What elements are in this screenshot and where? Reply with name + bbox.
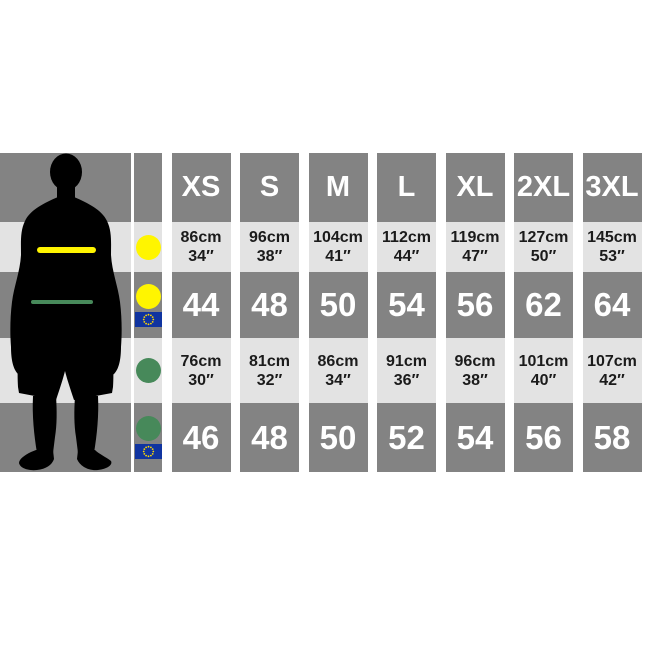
waist-measurement-cell: 76cm 30″ bbox=[171, 338, 231, 403]
chest-measurement-cell: 145cm 53″ bbox=[582, 222, 642, 272]
size-column-header-xs: XS bbox=[171, 153, 231, 222]
waist-row-indicator bbox=[134, 338, 162, 403]
yellow-circle-icon bbox=[135, 234, 161, 260]
size-column-header-xl: XL bbox=[445, 153, 505, 222]
measurement-inch: 38″ bbox=[462, 371, 488, 389]
measurement-inch: 50″ bbox=[530, 248, 557, 265]
chest-eu-size-cell: 44 bbox=[171, 272, 231, 338]
eu-flag-icon bbox=[134, 444, 162, 459]
eu-flag-icon bbox=[134, 311, 162, 327]
measurement-inch: 32″ bbox=[256, 371, 283, 389]
waist-eu-size-cell: 48 bbox=[240, 403, 299, 472]
waist-eu-size-cell: 54 bbox=[445, 403, 505, 472]
waist-eu-size-cell: 52 bbox=[377, 403, 436, 472]
measurement-inch: 34″ bbox=[325, 371, 351, 389]
chest-measurement-cell: 96cm 38″ bbox=[240, 222, 299, 272]
chest-measurement-cell: 104cm 41″ bbox=[308, 222, 368, 272]
size-column-header-l: L bbox=[377, 153, 436, 222]
waist-measurement-cell: 81cm 32″ bbox=[240, 338, 299, 403]
measurement-cm: 86cm bbox=[180, 229, 222, 246]
measurement-cm: 101cm bbox=[518, 352, 569, 370]
measurement-cm: 86cm bbox=[317, 352, 359, 370]
chest-eu-size-cell: 48 bbox=[240, 272, 299, 338]
chest-measurement-cell: 119cm 47″ bbox=[445, 222, 505, 272]
chest-row-indicator bbox=[134, 222, 162, 272]
waist-measurement-cell: 91cm 36″ bbox=[377, 338, 436, 403]
chest-eu-size-cell: 56 bbox=[445, 272, 505, 338]
green-circle-icon bbox=[135, 358, 161, 383]
chest-measure-line bbox=[37, 247, 96, 253]
waist-measurement-cell: 86cm 34″ bbox=[308, 338, 368, 403]
chest-measurement-cell: 86cm 34″ bbox=[171, 222, 231, 272]
measurement-inch: 42″ bbox=[599, 371, 625, 389]
size-column-header-m: M bbox=[308, 153, 368, 222]
measurement-inch: 41″ bbox=[325, 248, 351, 265]
measurement-inch: 44″ bbox=[393, 248, 420, 265]
chest-eu-size-cell: 64 bbox=[582, 272, 642, 338]
green-circle-icon bbox=[135, 416, 161, 441]
waist-measure-line bbox=[31, 300, 93, 304]
waist-eu-size-cell: 50 bbox=[308, 403, 368, 472]
waist-measurement-cell: 107cm 42″ bbox=[582, 338, 642, 403]
chest-eu-size-cell: 62 bbox=[514, 272, 573, 338]
size-column-header-2xl: 2XL bbox=[514, 153, 573, 222]
chest-eu-size-cell: 54 bbox=[377, 272, 436, 338]
chest-eu-row-indicator bbox=[134, 272, 162, 338]
measurement-cm: 145cm bbox=[587, 229, 637, 246]
waist-eu-size-cell: 58 bbox=[582, 403, 642, 472]
measurement-cm: 107cm bbox=[587, 352, 637, 370]
male-silhouette-icon bbox=[10, 153, 122, 471]
measurement-cm: 81cm bbox=[249, 352, 290, 370]
waist-eu-size-cell: 56 bbox=[514, 403, 573, 472]
measurement-inch: 47″ bbox=[462, 248, 488, 265]
measurement-cm: 96cm bbox=[454, 352, 496, 370]
measurement-cm: 127cm bbox=[518, 229, 569, 246]
measurement-cm: 96cm bbox=[249, 229, 290, 246]
size-column-header-s: S bbox=[240, 153, 299, 222]
measurement-inch: 53″ bbox=[599, 248, 625, 265]
chest-measurement-cell: 112cm 44″ bbox=[377, 222, 436, 272]
yellow-circle-icon bbox=[135, 283, 161, 309]
measurement-cm: 91cm bbox=[386, 352, 427, 370]
measurement-inch: 34″ bbox=[188, 248, 214, 265]
measurement-cm: 104cm bbox=[313, 229, 363, 246]
measurement-inch: 40″ bbox=[530, 371, 557, 389]
size-column-header-3xl: 3XL bbox=[582, 153, 642, 222]
size-chart-table: XS S M L XL 2XL 3XL 86cm 34″ 96cm 38″ 10… bbox=[134, 153, 642, 472]
measurement-cm: 112cm bbox=[382, 229, 431, 246]
measurement-cm: 119cm bbox=[450, 229, 500, 246]
chest-eu-size-cell: 50 bbox=[308, 272, 368, 338]
chest-measurement-cell: 127cm 50″ bbox=[514, 222, 573, 272]
waist-eu-size-cell: 46 bbox=[171, 403, 231, 472]
measurement-inch: 30″ bbox=[188, 371, 214, 389]
waist-measurement-cell: 101cm 40″ bbox=[514, 338, 573, 403]
measurement-inch: 38″ bbox=[256, 248, 283, 265]
waist-measurement-cell: 96cm 38″ bbox=[445, 338, 505, 403]
figure-strip bbox=[0, 153, 131, 472]
indicator-column-header bbox=[134, 153, 162, 222]
measurement-cm: 76cm bbox=[180, 352, 222, 370]
measurement-inch: 36″ bbox=[393, 371, 420, 389]
waist-eu-row-indicator bbox=[134, 403, 162, 472]
